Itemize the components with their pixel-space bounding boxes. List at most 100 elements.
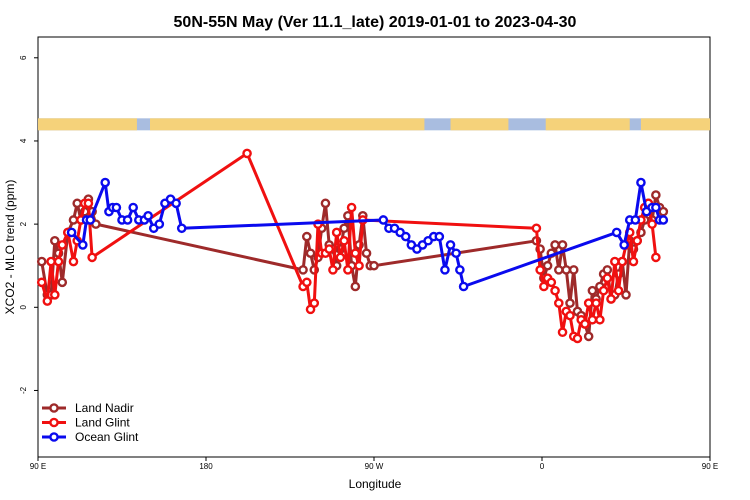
data-point bbox=[68, 256, 79, 267]
data-point bbox=[565, 298, 575, 308]
data-point bbox=[632, 235, 643, 246]
land-segment bbox=[150, 118, 425, 131]
data-point bbox=[606, 294, 616, 304]
data-point bbox=[328, 265, 338, 275]
data-point bbox=[546, 277, 557, 288]
data-point bbox=[550, 240, 560, 250]
data-point bbox=[658, 215, 669, 225]
data-point bbox=[630, 215, 641, 225]
data-point bbox=[658, 206, 669, 217]
data-point bbox=[335, 252, 346, 263]
data-point bbox=[647, 219, 657, 229]
data-point bbox=[361, 248, 372, 259]
data-point bbox=[309, 298, 320, 308]
data-point bbox=[445, 240, 456, 250]
data-point bbox=[100, 177, 110, 188]
data-point bbox=[617, 256, 628, 267]
data-point bbox=[595, 314, 605, 325]
data-point bbox=[572, 333, 583, 344]
data-point bbox=[354, 260, 364, 271]
data-point bbox=[171, 198, 181, 209]
data-point bbox=[568, 265, 579, 275]
legend-label: Land Nadir bbox=[75, 401, 134, 415]
y-tick-label: 2 bbox=[19, 221, 28, 226]
data-point bbox=[587, 314, 598, 325]
land-segment bbox=[38, 118, 137, 131]
y-tick-label: -2 bbox=[19, 386, 28, 394]
data-point bbox=[583, 331, 594, 342]
data-point bbox=[350, 281, 361, 292]
data-point bbox=[628, 256, 639, 267]
data-point bbox=[557, 240, 568, 250]
data-point bbox=[53, 256, 64, 267]
data-point bbox=[535, 265, 545, 275]
data-point bbox=[587, 285, 598, 296]
data-point bbox=[591, 298, 601, 308]
legend-marker bbox=[49, 417, 59, 428]
data-point bbox=[346, 202, 357, 213]
data-point bbox=[343, 265, 353, 275]
legend-marker bbox=[49, 403, 59, 413]
x-tick-label: 90 E bbox=[702, 462, 718, 471]
data-point bbox=[378, 215, 389, 225]
data-point bbox=[324, 244, 335, 254]
data-point bbox=[68, 215, 79, 225]
data-point bbox=[85, 215, 96, 225]
x-tick-label: 180 bbox=[199, 462, 213, 471]
data-point bbox=[440, 265, 450, 275]
series-layer bbox=[36, 148, 669, 344]
data-point bbox=[651, 202, 661, 213]
data-point bbox=[298, 265, 308, 275]
plot-frame bbox=[37, 36, 711, 458]
data-point bbox=[339, 235, 349, 246]
data-point bbox=[451, 248, 461, 259]
y-tick-label: 4 bbox=[19, 138, 28, 143]
data-point bbox=[531, 223, 542, 234]
land-segment bbox=[640, 118, 710, 131]
data-point bbox=[613, 285, 624, 296]
data-point bbox=[602, 273, 613, 283]
data-point bbox=[400, 231, 411, 242]
y-axis: -2 0 2 4 6 bbox=[19, 55, 38, 394]
data-point bbox=[154, 219, 165, 229]
data-point bbox=[128, 202, 138, 213]
x-tick-label: 0 bbox=[540, 462, 545, 471]
data-point bbox=[57, 277, 68, 288]
data-point bbox=[561, 265, 572, 275]
data-point bbox=[46, 256, 56, 267]
data-point bbox=[539, 281, 549, 292]
data-point bbox=[557, 327, 568, 338]
data-point bbox=[83, 198, 94, 209]
data-point bbox=[602, 265, 613, 275]
x-tick-label: 90 W bbox=[365, 462, 384, 471]
data-point bbox=[619, 240, 629, 250]
data-point bbox=[651, 252, 661, 263]
data-point bbox=[369, 260, 379, 271]
data-point bbox=[111, 202, 122, 213]
data-point bbox=[458, 281, 469, 292]
data-point bbox=[78, 240, 88, 250]
data-point bbox=[72, 198, 82, 209]
data-point bbox=[542, 260, 553, 271]
data-point bbox=[320, 198, 331, 209]
data-point bbox=[651, 190, 661, 200]
data-point bbox=[42, 296, 53, 306]
data-point bbox=[554, 265, 564, 275]
data-point bbox=[583, 298, 594, 308]
data-point bbox=[122, 215, 133, 225]
land-segment bbox=[545, 118, 630, 131]
y-tick-label: 0 bbox=[19, 305, 28, 310]
data-point bbox=[301, 231, 312, 242]
data-point bbox=[550, 285, 560, 296]
data-point bbox=[610, 256, 620, 267]
legend-marker bbox=[49, 432, 59, 442]
data-point bbox=[305, 248, 316, 259]
x-tick-label: 90 E bbox=[30, 462, 46, 471]
data-point bbox=[331, 227, 342, 238]
x-axis-label: Longitude bbox=[349, 477, 402, 491]
data-point bbox=[580, 319, 590, 329]
data-point bbox=[87, 252, 97, 263]
data-point bbox=[554, 298, 564, 308]
data-point bbox=[36, 277, 47, 288]
y-tick-label: 6 bbox=[19, 55, 28, 60]
